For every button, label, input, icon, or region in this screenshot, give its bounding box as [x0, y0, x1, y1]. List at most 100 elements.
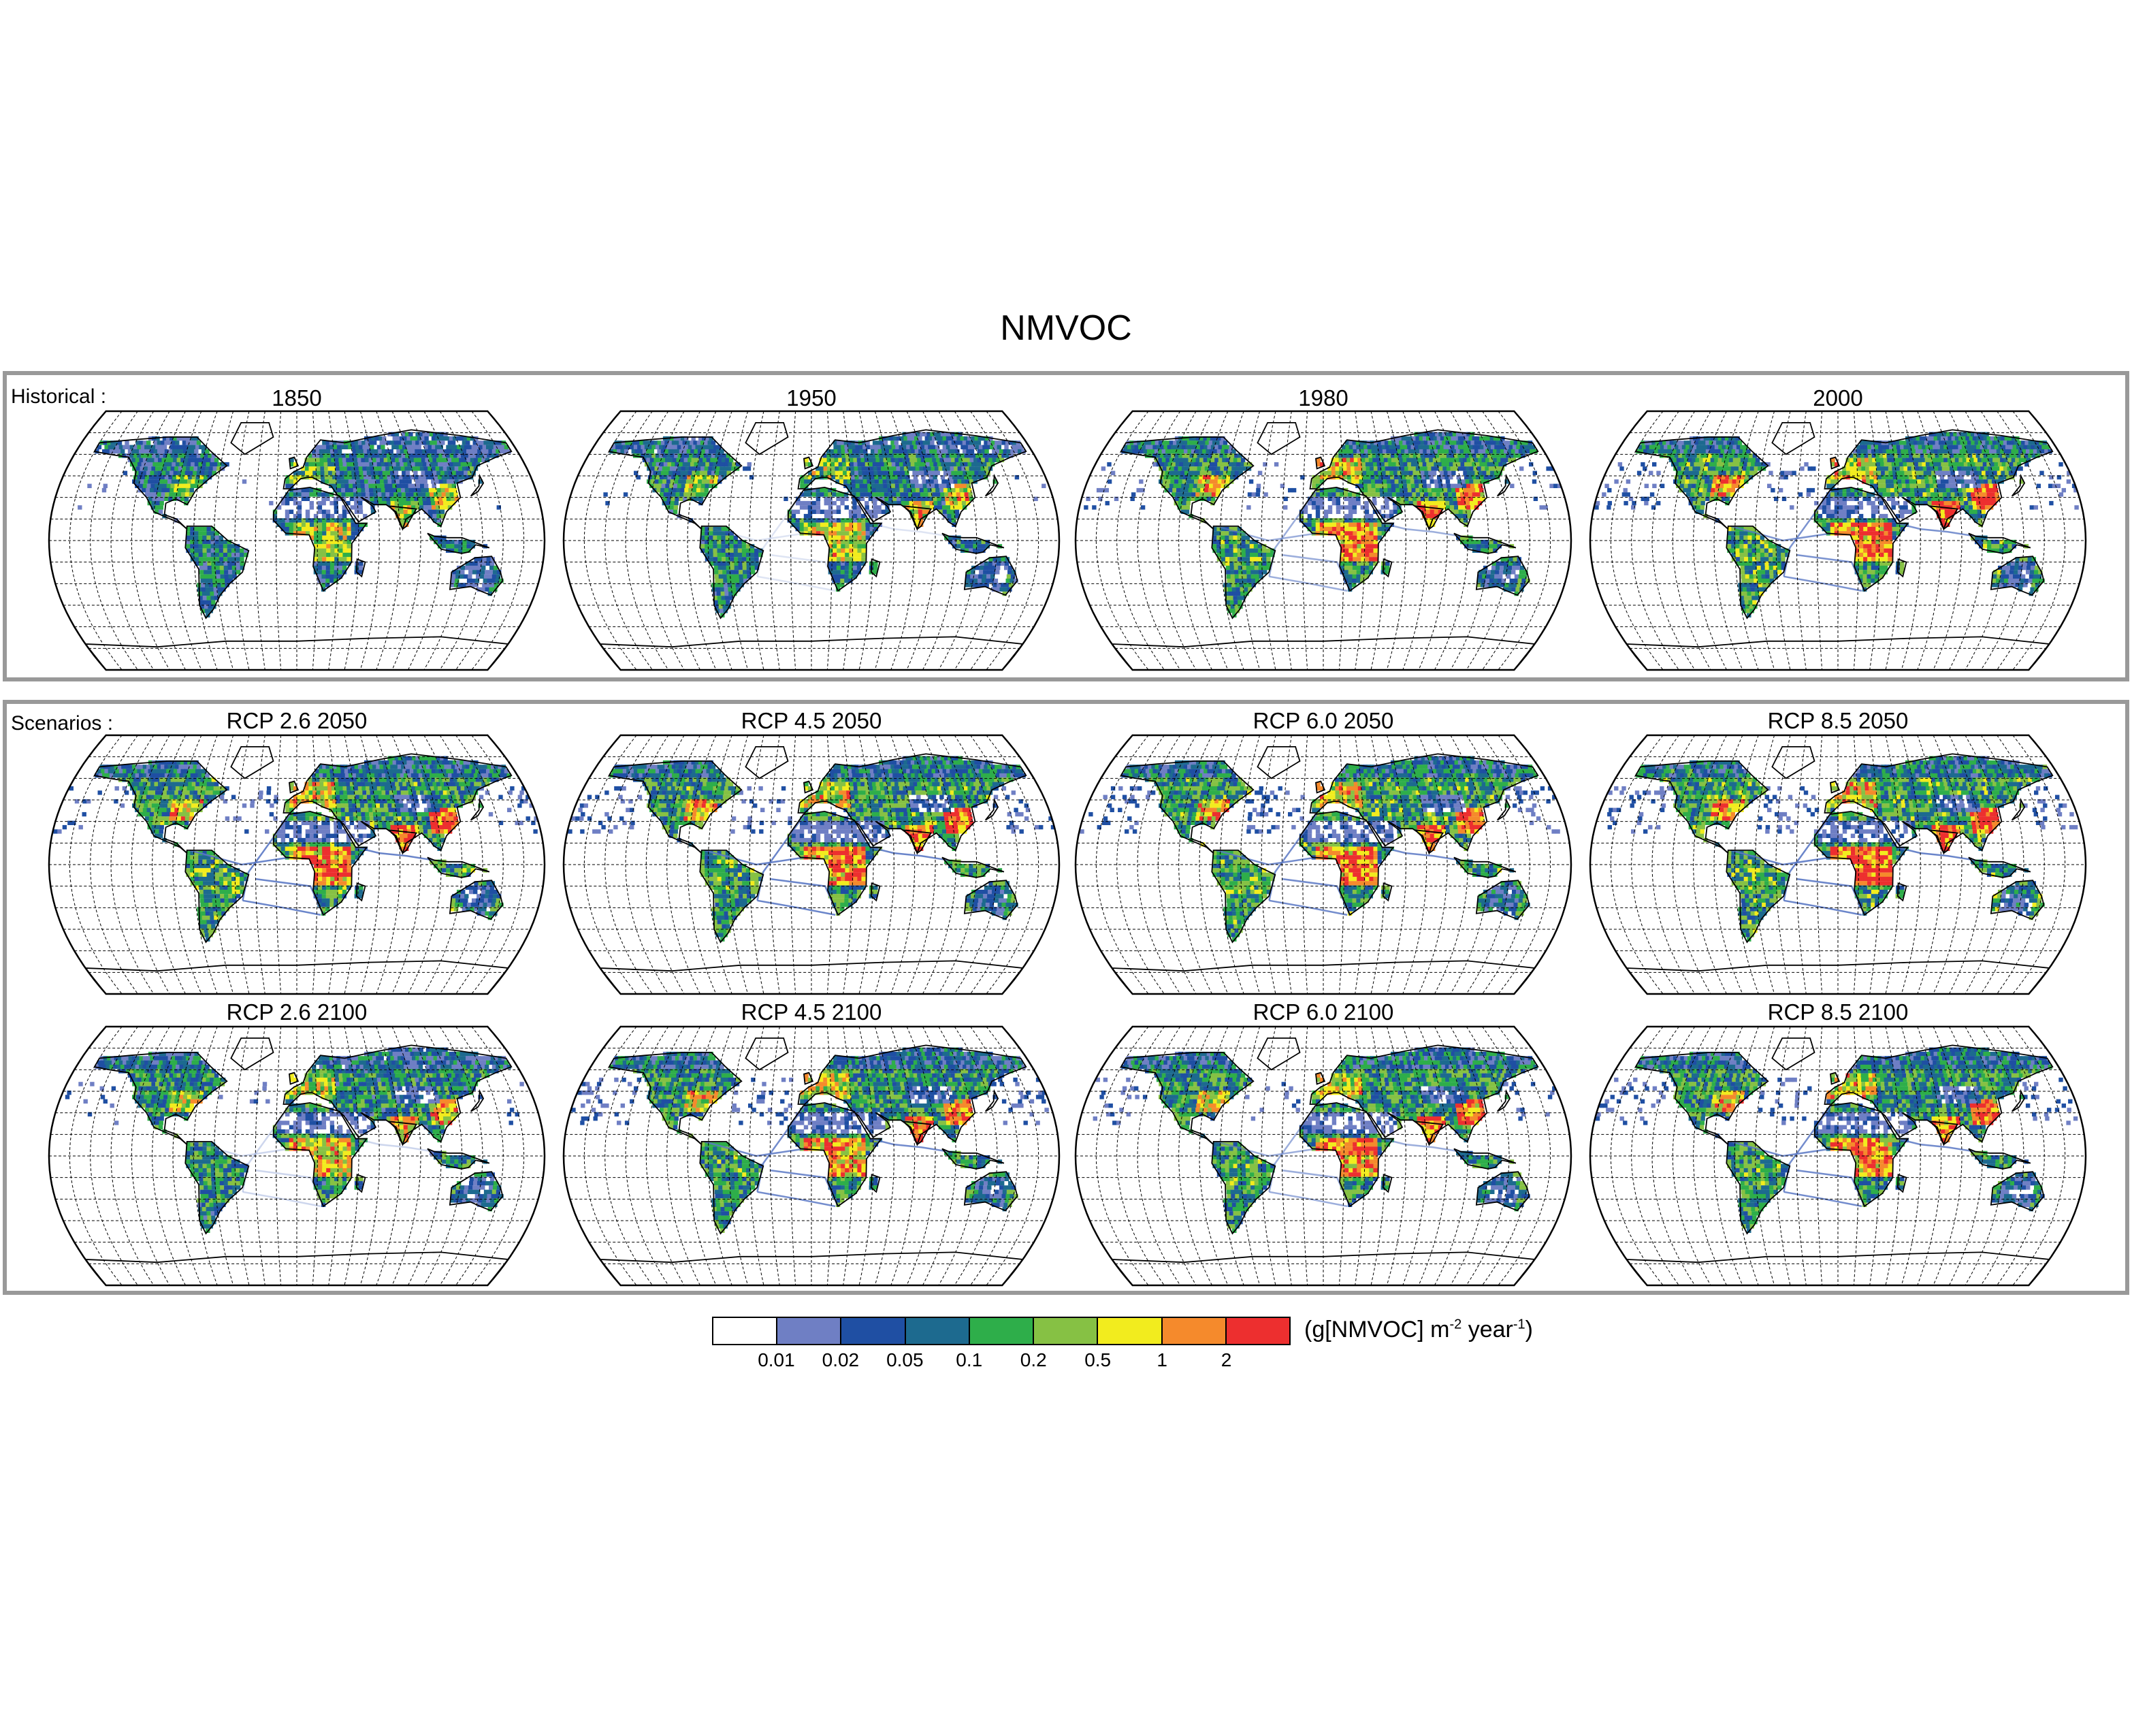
colorbar: [712, 1317, 1291, 1345]
graticule: [1076, 735, 1571, 994]
emission-field: [53, 756, 538, 942]
emission-field: [1084, 432, 1562, 617]
map-title: RCP 8.5 2100: [1586, 999, 2090, 1025]
shipping-route: [1382, 1138, 1461, 1153]
emission-field: [1594, 432, 2079, 617]
graticule: [564, 411, 1059, 670]
colorbar-swatch: [713, 1318, 778, 1344]
emission-field: [1093, 1047, 1557, 1233]
colorbar-tick-label: 0.2: [1020, 1349, 1047, 1371]
map-title: 1850: [45, 385, 549, 411]
world-map: [48, 1025, 546, 1287]
map-title: RCP 2.6 2100: [45, 999, 549, 1025]
shipping-route: [870, 522, 950, 537]
colorbar-swatch: [1162, 1318, 1227, 1344]
scenarios-panel: [3, 700, 2129, 1295]
world-map: [562, 410, 1061, 671]
colorbar-tick-label: 0.02: [822, 1349, 860, 1371]
emission-field: [1080, 756, 1560, 942]
figure-title: NMVOC: [0, 308, 2132, 349]
historical-label: Historical :: [11, 385, 106, 408]
map-border: [48, 410, 546, 671]
map-title: RCP 6.0 2050: [1071, 708, 1575, 734]
graticule: [49, 735, 545, 994]
emission-field: [1595, 1047, 2078, 1233]
map-title: RCP 4.5 2050: [560, 708, 1063, 734]
scenarios-label: Scenarios :: [11, 712, 113, 735]
world-map: [1074, 1025, 1572, 1287]
map-border: [562, 410, 1061, 671]
world-map: [1074, 410, 1572, 671]
shipping-route: [1382, 846, 1461, 861]
colorbar-tick-label: 0.05: [886, 1349, 924, 1371]
coastlines: [1625, 1038, 2054, 1285]
colorbar-swatch: [905, 1318, 970, 1344]
graticule: [564, 1027, 1059, 1285]
world-map: [562, 1025, 1061, 1287]
graticule: [564, 735, 1059, 994]
shipping-route: [870, 846, 950, 861]
shipping-route: [1896, 846, 1976, 861]
map-title: 1950: [560, 385, 1063, 411]
map-border: [1074, 410, 1572, 671]
map-title: RCP 2.6 2050: [45, 708, 549, 734]
coastlines: [1110, 1038, 1539, 1285]
world-map: [48, 410, 546, 671]
emission-field: [65, 1047, 524, 1233]
map-border: [562, 1025, 1061, 1287]
colorbar-swatch: [969, 1318, 1035, 1344]
coastlines: [1625, 422, 2054, 670]
emission-field: [571, 1047, 1049, 1233]
graticule: [1076, 411, 1571, 670]
map-border: [1074, 734, 1572, 995]
graticule: [49, 411, 545, 670]
emission-field: [603, 432, 1046, 617]
shipping-route: [355, 846, 435, 861]
coastlines: [598, 422, 1027, 670]
coastlines: [84, 746, 513, 994]
map-title: 2000: [1586, 385, 2090, 411]
emission-field: [568, 756, 1056, 942]
world-map: [1589, 410, 2087, 671]
coastlines: [1625, 746, 2054, 994]
map-title: RCP 4.5 2100: [560, 999, 1063, 1025]
colorbar-swatch: [1226, 1318, 1289, 1344]
graticule: [1590, 1027, 2086, 1285]
colorbar-swatch: [841, 1318, 906, 1344]
shipping-route: [355, 1138, 435, 1153]
map-title: 1980: [1071, 385, 1575, 411]
colorbar-swatch: [1098, 1318, 1163, 1344]
map-border: [1074, 1025, 1572, 1287]
coastlines: [598, 1038, 1027, 1285]
colorbar-ticks: 0.01 0.02 0.05 0.1 0.2 0.5 1 2: [712, 1345, 1291, 1372]
graticule: [1076, 1027, 1571, 1285]
coastlines: [1110, 746, 1539, 994]
map-border: [1589, 1025, 2087, 1287]
map-border: [1589, 410, 2087, 671]
shipping-route: [1896, 1138, 1976, 1153]
map-border: [1589, 734, 2087, 995]
map-border: [562, 734, 1061, 995]
colorbar-swatch: [777, 1318, 842, 1344]
colorbar-tick-label: 0.5: [1084, 1349, 1111, 1371]
graticule: [1590, 735, 2086, 994]
coastlines: [1110, 422, 1539, 670]
map-title: RCP 6.0 2100: [1071, 999, 1575, 1025]
historical-panel: [3, 371, 2129, 681]
colorbar-tick-label: 0.1: [956, 1349, 982, 1371]
world-map: [562, 734, 1061, 995]
map-title: RCP 8.5 2050: [1586, 708, 2090, 734]
colorbar-unit-label: (g[NMVOC] m-2 year-1): [1304, 1317, 1533, 1343]
shipping-route: [1896, 522, 1976, 537]
world-map: [48, 734, 546, 995]
shipping-route: [1382, 522, 1461, 537]
colorbar-tick-label: 0.01: [758, 1349, 795, 1371]
map-border: [48, 734, 546, 995]
shipping-route: [870, 1138, 950, 1153]
world-map: [1589, 1025, 2087, 1287]
coastlines: [598, 746, 1027, 994]
colorbar-tick-label: 1: [1157, 1349, 1167, 1371]
colorbar-swatch: [1034, 1318, 1099, 1344]
coastlines: [84, 1038, 513, 1285]
map-border: [48, 1025, 546, 1287]
